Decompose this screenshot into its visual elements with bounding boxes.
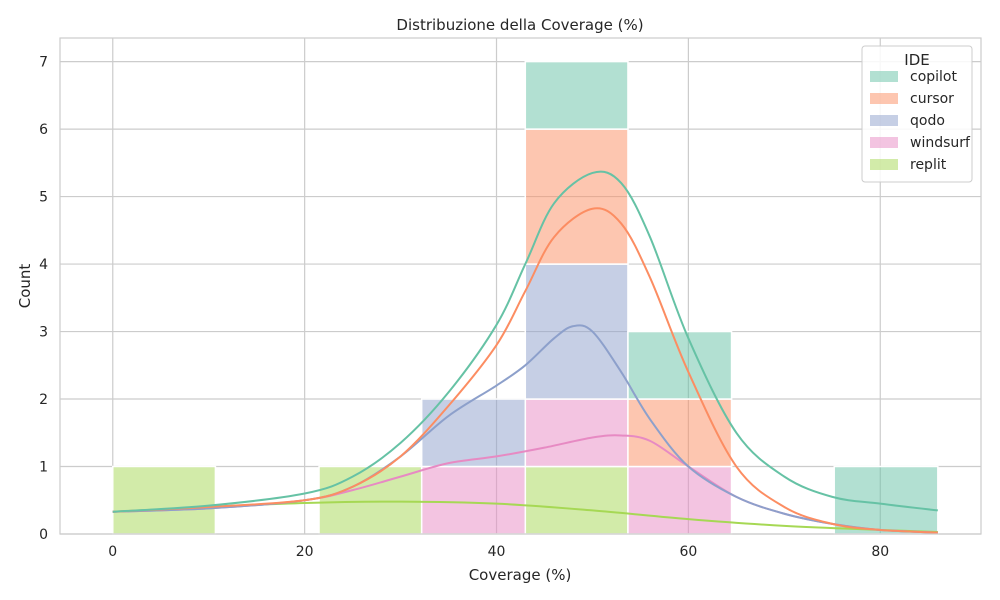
plot-area: 0 20 40 60 80 0 1 2 3 4 5 6 7 bbox=[39, 37, 982, 560]
bar-copilot bbox=[833, 465, 939, 535]
bar-windsurf bbox=[524, 398, 629, 468]
y-tick-label: 1 bbox=[39, 460, 48, 476]
y-axis-title: Count bbox=[16, 264, 34, 309]
y-tick-label: 3 bbox=[39, 325, 48, 341]
legend-label-cursor: cursor bbox=[910, 91, 954, 107]
y-tick-label: 6 bbox=[39, 122, 48, 138]
chart-title: Distribuzione della Coverage (%) bbox=[396, 16, 643, 34]
legend-swatch-replit bbox=[870, 159, 898, 170]
plot-frame bbox=[59, 37, 982, 535]
x-axis-title: Coverage (%) bbox=[469, 566, 572, 584]
y-tick-label: 2 bbox=[39, 392, 48, 408]
x-tick-label: 20 bbox=[296, 544, 314, 560]
legend-label-windsurf: windsurf bbox=[910, 135, 971, 151]
bar-qodo bbox=[524, 263, 629, 400]
legend-label-copilot: copilot bbox=[910, 69, 957, 85]
x-tick-label: 40 bbox=[488, 544, 506, 560]
x-tick-label: 0 bbox=[108, 544, 117, 560]
bar-copilot bbox=[627, 330, 733, 400]
y-tick-label: 0 bbox=[39, 527, 48, 543]
legend-swatch-copilot bbox=[870, 71, 898, 82]
legend-swatch-windsurf bbox=[870, 137, 898, 148]
legend-swatch-cursor bbox=[870, 93, 898, 104]
bar-windsurf bbox=[627, 465, 733, 535]
legend-label-qodo: qodo bbox=[910, 113, 945, 129]
kde-line-cursor bbox=[112, 207, 938, 534]
legend-title: IDE bbox=[904, 51, 929, 69]
x-tick-label: 80 bbox=[871, 544, 889, 560]
y-tick-label: 5 bbox=[39, 190, 48, 206]
y-tick-label: 7 bbox=[39, 55, 48, 71]
legend-label-replit: replit bbox=[910, 157, 947, 173]
legend-swatch-qodo bbox=[870, 115, 898, 126]
kde-line-copilot bbox=[112, 170, 938, 513]
y-tick-label: 4 bbox=[39, 257, 48, 273]
bar-replit bbox=[524, 465, 629, 535]
bar-copilot bbox=[524, 60, 629, 130]
bar-qodo bbox=[420, 398, 527, 468]
bar-cursor bbox=[524, 128, 629, 265]
x-tick-label: 60 bbox=[679, 544, 697, 560]
bar-replit bbox=[112, 465, 217, 535]
bar-windsurf bbox=[420, 465, 527, 535]
